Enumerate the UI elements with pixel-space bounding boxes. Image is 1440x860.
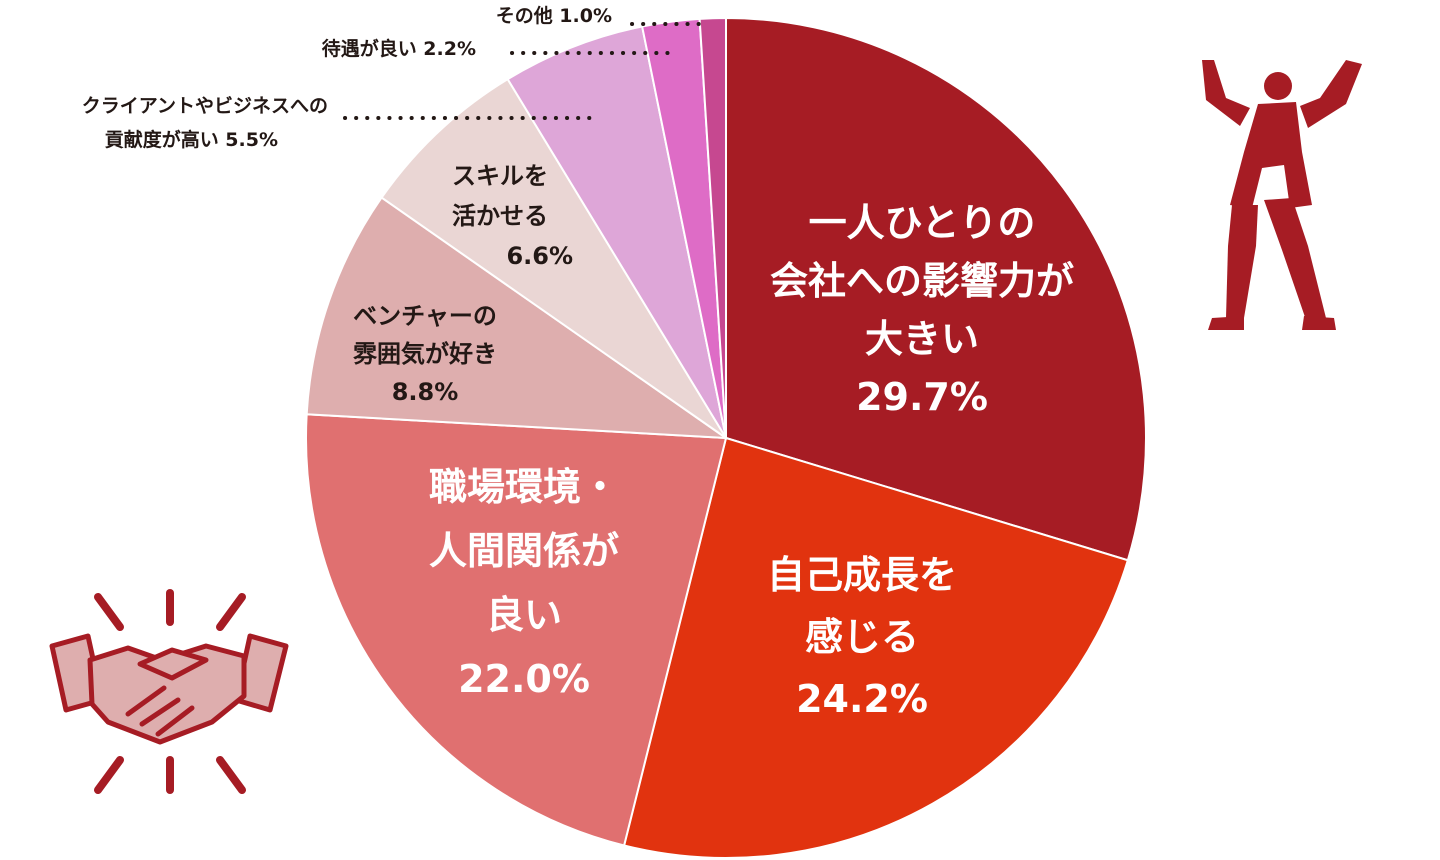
slice-label-6: クライアントやビジネスへの貢献度が高い 5.5%	[82, 95, 328, 151]
celebrating-person-icon	[1202, 60, 1362, 330]
pie-slices	[305, 16, 1147, 859]
slice-label-5: スキルを活かせる 6.6%	[452, 162, 573, 270]
slice-label-7: 待遇が良い 2.2%	[322, 37, 476, 60]
slice-label-4: ベンチャーの雰囲気が好き 8.8%	[353, 302, 497, 406]
slice-label-3: 職場環境・人間関係が良い 22.0%	[429, 465, 619, 701]
pie-slice-8	[698, 16, 727, 439]
pie-slice-4	[305, 196, 730, 440]
pie-slice-2	[622, 436, 1130, 859]
pie-slice-5	[380, 77, 727, 439]
pie-slice-3	[305, 413, 728, 847]
pie-slice-1	[725, 16, 1147, 562]
slice-labels: 一人ひとりの会社への影響力が大きい 29.7% 自己成長を感じる 24.2% 職場環境・…	[82, 4, 1074, 721]
slice-label-2: 自己成長を感じる 24.2%	[767, 553, 957, 721]
slice-label-1: 一人ひとりの会社への影響力が大きい 29.7%	[770, 201, 1074, 419]
pie-slice-6	[506, 25, 727, 439]
handshake-icon	[49, 589, 289, 794]
leader-lines	[343, 22, 710, 120]
slice-label-8: その他 1.0%	[496, 4, 612, 27]
